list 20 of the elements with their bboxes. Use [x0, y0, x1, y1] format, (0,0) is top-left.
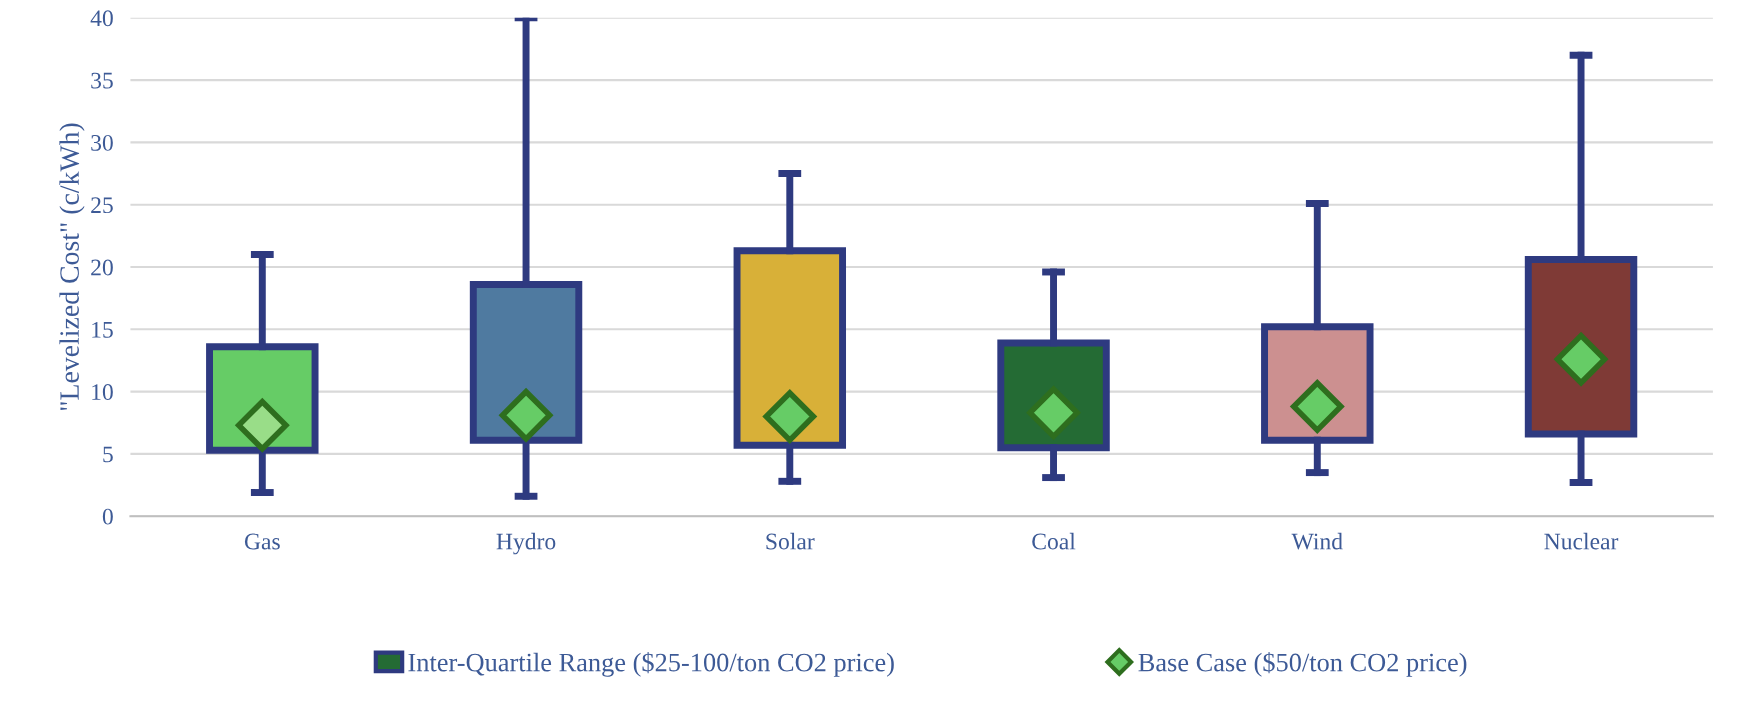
legend-label: Base Case ($50/ton CO2 price) — [1138, 652, 1467, 677]
y-tick-label: 0 — [102, 508, 113, 525]
y-tick-label: 30 — [91, 134, 113, 151]
y-tick-label: 40 — [90, 10, 113, 27]
y-tick-label: 15 — [92, 321, 113, 338]
x-tick-label: Coal — [1032, 532, 1076, 550]
x-tick-label: Gas — [244, 533, 280, 550]
y-tick-label: 25 — [91, 197, 113, 214]
x-tick-label: Nuclear — [1544, 532, 1619, 550]
legend-label: Inter-Quartile Range ($25-100/ton CO2 price) — [408, 652, 894, 677]
y-axis-title: "Levelized Cost" (c/kWh) — [59, 123, 85, 411]
y-tick-label: 10 — [92, 384, 113, 401]
point — [499, 388, 553, 442]
x-tick-label: Hydro — [496, 532, 556, 555]
point — [763, 390, 817, 443]
y-tick-label: 5 — [103, 446, 113, 463]
x-tick-label: Wind — [1291, 532, 1343, 550]
y-tick-label: 35 — [91, 72, 113, 89]
x-tick-label: Solar — [766, 532, 815, 550]
y-tick-label: 20 — [91, 259, 113, 276]
